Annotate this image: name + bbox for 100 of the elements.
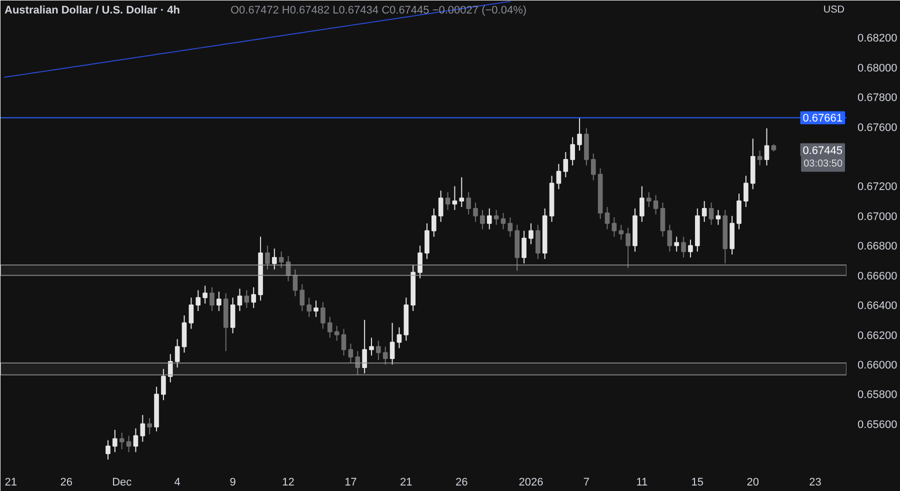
y-tick-label: 0.67600 bbox=[858, 122, 898, 134]
candlestick bbox=[688, 239, 693, 258]
candlestick bbox=[188, 297, 194, 330]
x-tick-label: 11 bbox=[636, 476, 648, 488]
candlestick bbox=[320, 302, 326, 330]
chart-title: Australian Dollar / U.S. Dollar · 4h bbox=[4, 4, 180, 16]
candlestick bbox=[604, 206, 610, 230]
candlestick bbox=[126, 435, 132, 453]
candlestick bbox=[140, 414, 146, 442]
candlestick bbox=[369, 337, 374, 356]
annotation: 03:03:50 bbox=[804, 158, 843, 170]
candlestick bbox=[431, 208, 436, 238]
candlestick bbox=[251, 286, 256, 309]
candlestick bbox=[341, 328, 346, 356]
annotation: 0.67445 bbox=[802, 144, 843, 157]
candlestick bbox=[653, 194, 658, 215]
candlestick bbox=[702, 200, 707, 222]
candlestick bbox=[327, 316, 332, 338]
candlestick bbox=[626, 227, 630, 268]
candlestick bbox=[210, 286, 214, 312]
x-tick-label: 21 bbox=[4, 476, 18, 488]
candlestick bbox=[500, 212, 506, 230]
candlestick bbox=[272, 248, 277, 270]
candlestick bbox=[480, 209, 485, 230]
candlestick bbox=[528, 222, 534, 245]
candlestick bbox=[237, 288, 242, 312]
candlestick bbox=[459, 176, 464, 208]
y-tick-label: 0.66200 bbox=[858, 330, 898, 342]
candlestick bbox=[736, 193, 742, 230]
y-tick-label: 0.68000 bbox=[858, 62, 898, 74]
y-tick-label: 0.65800 bbox=[858, 389, 898, 402]
y-tick-label: 0.67200 bbox=[858, 181, 898, 194]
x-tick-label: 21 bbox=[400, 476, 412, 488]
candlestick bbox=[202, 285, 208, 304]
candlestick bbox=[563, 152, 568, 178]
candlestick bbox=[306, 297, 312, 318]
candlestick bbox=[168, 354, 173, 383]
candlestick bbox=[278, 251, 284, 268]
candlestick bbox=[744, 175, 748, 208]
candlestick bbox=[133, 428, 138, 453]
candlestick bbox=[660, 202, 666, 238]
candlestick bbox=[244, 290, 250, 309]
candlestick bbox=[708, 202, 714, 226]
x-tick-label: 26 bbox=[456, 476, 468, 488]
candlestick bbox=[292, 268, 298, 297]
candlestick bbox=[382, 346, 388, 365]
candlestick bbox=[362, 319, 367, 374]
candlestick bbox=[757, 150, 762, 166]
candlestick bbox=[314, 300, 318, 318]
candlestick bbox=[570, 136, 575, 166]
candlestick bbox=[216, 291, 222, 312]
candlestick bbox=[106, 440, 110, 460]
candlestick bbox=[590, 153, 596, 181]
candlestick bbox=[348, 343, 354, 364]
annotation: USD bbox=[823, 4, 845, 16]
candlestick bbox=[556, 163, 562, 190]
candlestick bbox=[390, 322, 395, 365]
x-tick-label: 17 bbox=[344, 476, 357, 488]
candlestick bbox=[418, 245, 422, 279]
candlestick bbox=[646, 192, 652, 208]
candlestick bbox=[396, 326, 402, 349]
candlestick bbox=[334, 325, 340, 342]
candlestick bbox=[300, 284, 305, 312]
x-tick-label: 2026 bbox=[518, 476, 544, 488]
candlestick bbox=[674, 236, 680, 252]
x-tick-label: 23 bbox=[809, 476, 822, 488]
candlestick bbox=[286, 256, 291, 282]
candlestick bbox=[161, 368, 166, 401]
candlestick bbox=[174, 338, 180, 368]
y-tick-label: 0.65600 bbox=[858, 418, 898, 431]
ref-line-label: 0.67661 bbox=[802, 112, 843, 125]
candlestick bbox=[466, 192, 471, 215]
y-tick-label: 0.67000 bbox=[858, 210, 898, 223]
candlestick bbox=[536, 224, 540, 260]
candlestick bbox=[230, 297, 236, 334]
x-tick-label: 20 bbox=[746, 476, 760, 488]
candlestick bbox=[473, 202, 478, 222]
candlestick bbox=[681, 236, 686, 258]
x-tick-label: 4 bbox=[174, 476, 180, 488]
y-tick-label: 0.66000 bbox=[858, 359, 898, 372]
candlestick bbox=[764, 128, 770, 166]
x-tick-label: 7 bbox=[583, 476, 590, 488]
y-tick-label: 0.67800 bbox=[858, 92, 898, 104]
x-tick-label: 15 bbox=[691, 476, 704, 488]
candlestick bbox=[265, 245, 270, 270]
candlestick bbox=[577, 117, 582, 152]
candlestick bbox=[618, 224, 624, 240]
candlestick bbox=[182, 314, 187, 354]
candlestick bbox=[640, 186, 644, 222]
candlestick bbox=[424, 222, 430, 260]
x-tick-label: 12 bbox=[282, 476, 294, 488]
y-tick-label: 0.66600 bbox=[858, 270, 898, 282]
candlestick bbox=[508, 216, 513, 238]
candlestick bbox=[612, 216, 617, 238]
candlestick bbox=[486, 208, 492, 230]
candlestick bbox=[438, 190, 444, 222]
candlestick bbox=[147, 417, 152, 435]
candlestick bbox=[112, 429, 118, 453]
candlestick bbox=[522, 230, 526, 264]
candlestick bbox=[494, 209, 499, 226]
